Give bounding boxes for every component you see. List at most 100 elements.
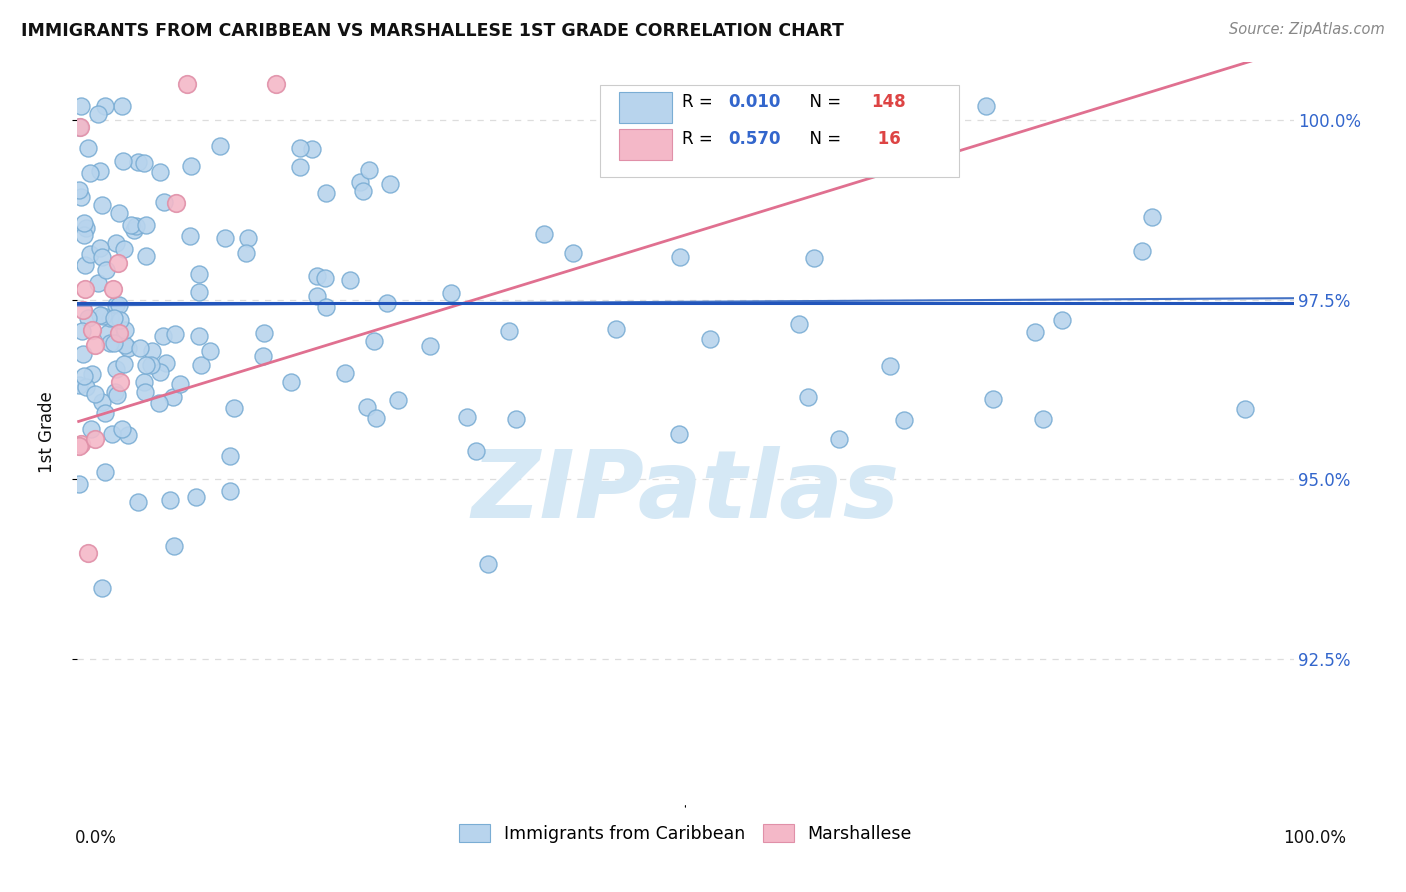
Point: [93, 406, 115, 420]
Point: [465, 443, 488, 458]
Point: [222, 401, 245, 416]
Point: [188, 328, 211, 343]
Point: [356, 400, 378, 414]
Point: [315, 300, 337, 314]
Text: R =: R =: [682, 93, 718, 111]
FancyBboxPatch shape: [600, 85, 959, 178]
Point: [141, 343, 163, 358]
Text: R =: R =: [682, 129, 718, 148]
Point: [89, 308, 111, 322]
Point: [252, 350, 274, 364]
Point: [86, 107, 108, 121]
Point: [668, 426, 690, 441]
Point: [505, 412, 527, 426]
Point: [803, 251, 825, 265]
Point: [93, 465, 115, 479]
Point: [72, 347, 94, 361]
Point: [100, 427, 122, 442]
Point: [179, 228, 201, 243]
Point: [339, 273, 361, 287]
Point: [159, 492, 181, 507]
Point: [1032, 411, 1054, 425]
Point: [77, 310, 100, 325]
Point: [148, 396, 170, 410]
Point: [669, 250, 692, 264]
Point: [79, 247, 101, 261]
Point: [69, 437, 91, 451]
Point: [111, 98, 134, 112]
Point: [108, 206, 131, 220]
Point: [114, 338, 136, 352]
Point: [91, 198, 114, 212]
Point: [135, 249, 157, 263]
Point: [190, 359, 212, 373]
Point: [124, 223, 146, 237]
Point: [90, 395, 112, 409]
FancyBboxPatch shape: [619, 92, 672, 123]
Point: [163, 539, 186, 553]
Point: [70, 189, 93, 203]
Point: [314, 270, 336, 285]
Point: [127, 155, 149, 169]
Text: 148: 148: [872, 93, 905, 111]
Point: [352, 184, 374, 198]
Point: [120, 218, 142, 232]
Point: [108, 375, 131, 389]
Point: [84, 432, 107, 446]
Point: [1140, 210, 1163, 224]
Point: [107, 298, 129, 312]
Point: [111, 422, 134, 436]
Point: [94, 263, 117, 277]
Point: [105, 298, 128, 312]
Legend: Immigrants from Caribbean, Marshallese: Immigrants from Caribbean, Marshallese: [451, 817, 920, 850]
Point: [162, 390, 184, 404]
Point: [83, 386, 105, 401]
Point: [155, 356, 177, 370]
Text: 100.0%: 100.0%: [1284, 829, 1346, 847]
Point: [112, 243, 135, 257]
Text: 0.0%: 0.0%: [75, 829, 117, 847]
Point: [357, 162, 380, 177]
Point: [134, 385, 156, 400]
Point: [983, 392, 1005, 406]
Point: [128, 341, 150, 355]
Point: [76, 546, 98, 560]
Point: [165, 327, 187, 342]
Point: [91, 250, 114, 264]
Point: [73, 258, 96, 272]
Text: IMMIGRANTS FROM CARIBBEAN VS MARSHALLESE 1ST GRADE CORRELATION CHART: IMMIGRANTS FROM CARIBBEAN VS MARSHALLESE…: [21, 22, 844, 40]
Point: [363, 334, 385, 348]
Point: [89, 164, 111, 178]
FancyBboxPatch shape: [619, 129, 672, 161]
Point: [387, 392, 409, 407]
Point: [91, 309, 114, 323]
Point: [72, 303, 94, 318]
Point: [107, 255, 129, 269]
Point: [105, 387, 128, 401]
Point: [214, 230, 236, 244]
Point: [117, 341, 139, 355]
Point: [80, 422, 103, 436]
Point: [100, 335, 122, 350]
Point: [198, 344, 221, 359]
Point: [375, 296, 398, 310]
Point: [149, 164, 172, 178]
Point: [75, 220, 97, 235]
Point: [315, 186, 337, 200]
Point: [97, 326, 120, 340]
Point: [288, 160, 311, 174]
Point: [180, 159, 202, 173]
Point: [108, 326, 131, 340]
Point: [135, 359, 157, 373]
Point: [67, 477, 90, 491]
Point: [75, 380, 97, 394]
Point: [135, 219, 157, 233]
Point: [89, 242, 111, 256]
Text: 0.010: 0.010: [728, 93, 780, 111]
Point: [498, 324, 520, 338]
Text: N =: N =: [799, 129, 846, 148]
Point: [366, 410, 388, 425]
Point: [127, 495, 149, 509]
Point: [94, 98, 117, 112]
Point: [73, 369, 96, 384]
